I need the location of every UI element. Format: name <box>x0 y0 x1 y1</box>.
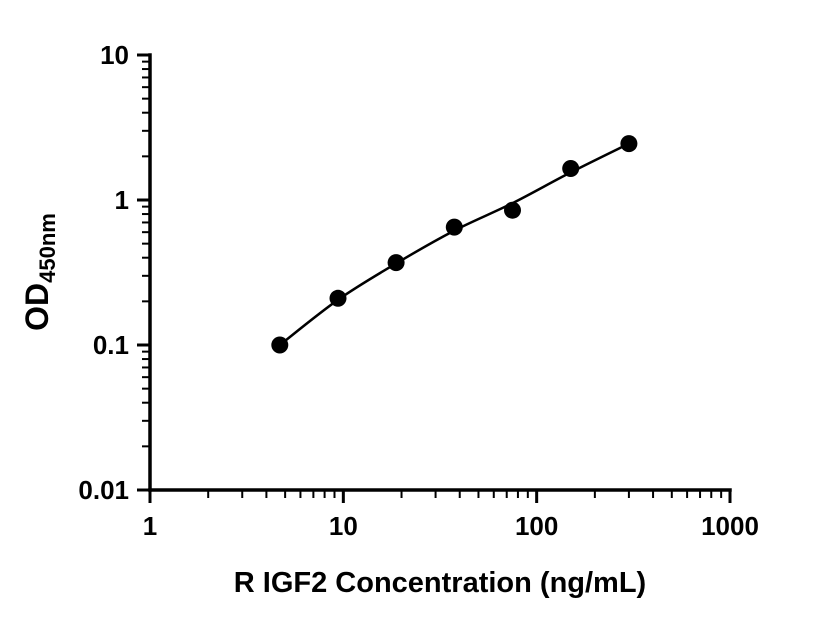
data-point <box>504 201 521 219</box>
y-tick-label: 0.1 <box>93 330 129 360</box>
data-point <box>387 254 405 272</box>
axis-tick-labels: 1 10 100 1000 0.01 0.1 1 10 <box>78 40 759 541</box>
data-point <box>329 289 347 307</box>
y-axis-title-subscript: 450nm <box>35 213 60 283</box>
axis-major-ticks <box>137 53 732 503</box>
axis-minor-ticks <box>142 60 723 498</box>
y-tick-label: 1 <box>115 185 129 215</box>
y-axis-title: OD450nm <box>19 213 60 331</box>
y-axis-title-main: OD <box>19 283 55 331</box>
y-tick-label: 0.01 <box>78 475 129 505</box>
x-tick-label: 1000 <box>701 511 759 541</box>
axes-lines <box>148 53 732 492</box>
data-point <box>271 336 289 354</box>
x-tick-label: 100 <box>515 511 558 541</box>
y-tick-label: 10 <box>100 40 129 70</box>
data-point <box>620 135 638 153</box>
x-axis-title: R IGF2 Concentration (ng/mL) <box>234 567 646 599</box>
data-points <box>271 135 638 354</box>
data-point <box>445 218 463 236</box>
x-tick-label: 1 <box>143 511 157 541</box>
data-point <box>562 160 580 177</box>
x-tick-label: 10 <box>329 511 358 541</box>
